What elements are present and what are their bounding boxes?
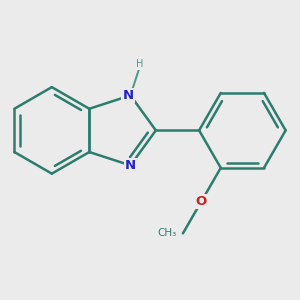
Text: H: H xyxy=(136,59,143,69)
Text: N: N xyxy=(123,89,134,102)
Text: CH₃: CH₃ xyxy=(157,228,176,239)
Text: O: O xyxy=(196,195,207,208)
Text: N: N xyxy=(125,159,136,172)
